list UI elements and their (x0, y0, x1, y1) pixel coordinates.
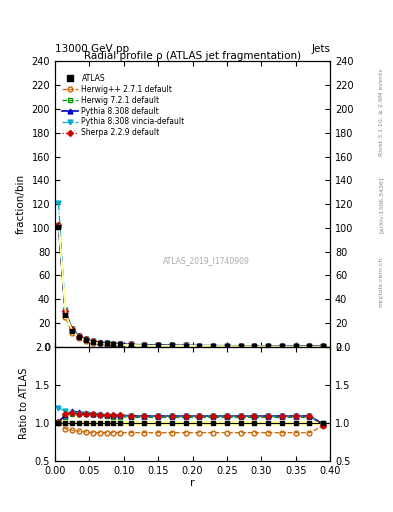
Text: ATLAS_2019_I1740909: ATLAS_2019_I1740909 (163, 257, 250, 266)
Text: Jets: Jets (311, 44, 330, 54)
Text: Rivet 3.1.10, ≥ 2.9M events: Rivet 3.1.10, ≥ 2.9M events (379, 69, 384, 157)
Y-axis label: fraction/bin: fraction/bin (16, 174, 26, 234)
X-axis label: r: r (190, 478, 195, 488)
Y-axis label: Ratio to ATLAS: Ratio to ATLAS (19, 368, 29, 439)
Text: mcplots.cern.ch: mcplots.cern.ch (379, 257, 384, 307)
Title: Radial profile ρ (ATLAS jet fragmentation): Radial profile ρ (ATLAS jet fragmentatio… (84, 51, 301, 60)
Legend: ATLAS, Herwig++ 2.7.1 default, Herwig 7.2.1 default, Pythia 8.308 default, Pythi: ATLAS, Herwig++ 2.7.1 default, Herwig 7.… (62, 74, 185, 137)
Text: 13000 GeV pp: 13000 GeV pp (55, 44, 129, 54)
Text: [arXiv:1306.3436]: [arXiv:1306.3436] (379, 177, 384, 233)
